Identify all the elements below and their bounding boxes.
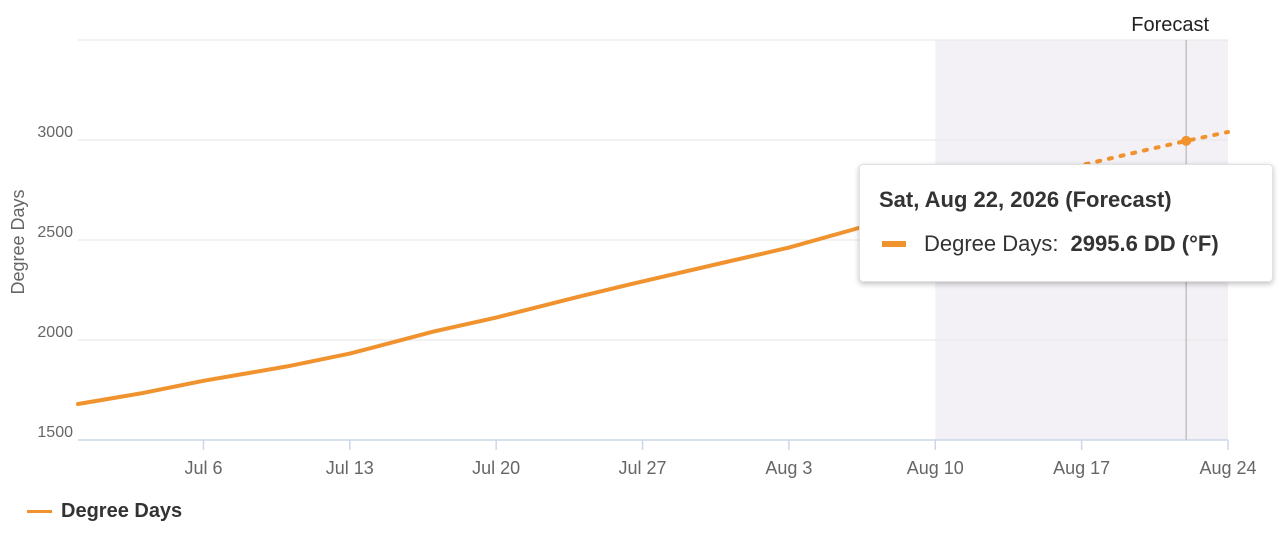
x-tick-label: Jul 20 [472,458,520,478]
x-tick-label: Jul 27 [619,458,667,478]
tooltip-title: Sat, Aug 22, 2026 (Forecast) [879,187,1172,212]
y-axis-title: Degree Days [8,189,28,294]
x-tick-label: Aug 17 [1053,458,1110,478]
highlight-point [1181,135,1192,146]
y-tick-label: 2000 [37,324,73,341]
tooltip-series-swatch [882,241,906,247]
tooltip-value: 2995.6 DD (°F) [1070,231,1219,256]
x-tick-label: Aug 3 [765,458,812,478]
forecast-label: Forecast [1131,14,1209,36]
legend-swatch [27,510,52,513]
legend-item-degree-days[interactable]: Degree Days [27,500,182,523]
x-tick-label: Aug 24 [1199,458,1256,478]
x-tick-label: Jul 13 [326,458,374,478]
series-line-observed [76,204,938,406]
x-tick-label: Jul 6 [184,458,222,478]
y-tick-label: 1500 [37,424,73,441]
tooltip-row: Degree Days: 2995.6 DD (°F) [882,231,1219,257]
tooltip-series-label: Degree Days: [924,231,1059,256]
x-tick-label: Aug 10 [907,458,964,478]
y-tick-label: 2500 [37,224,73,241]
chart-tooltip: Sat, Aug 22, 2026 (Forecast) Degree Days… [859,164,1273,282]
legend-label: Degree Days [61,500,183,522]
y-tick-label: 3000 [37,124,73,141]
